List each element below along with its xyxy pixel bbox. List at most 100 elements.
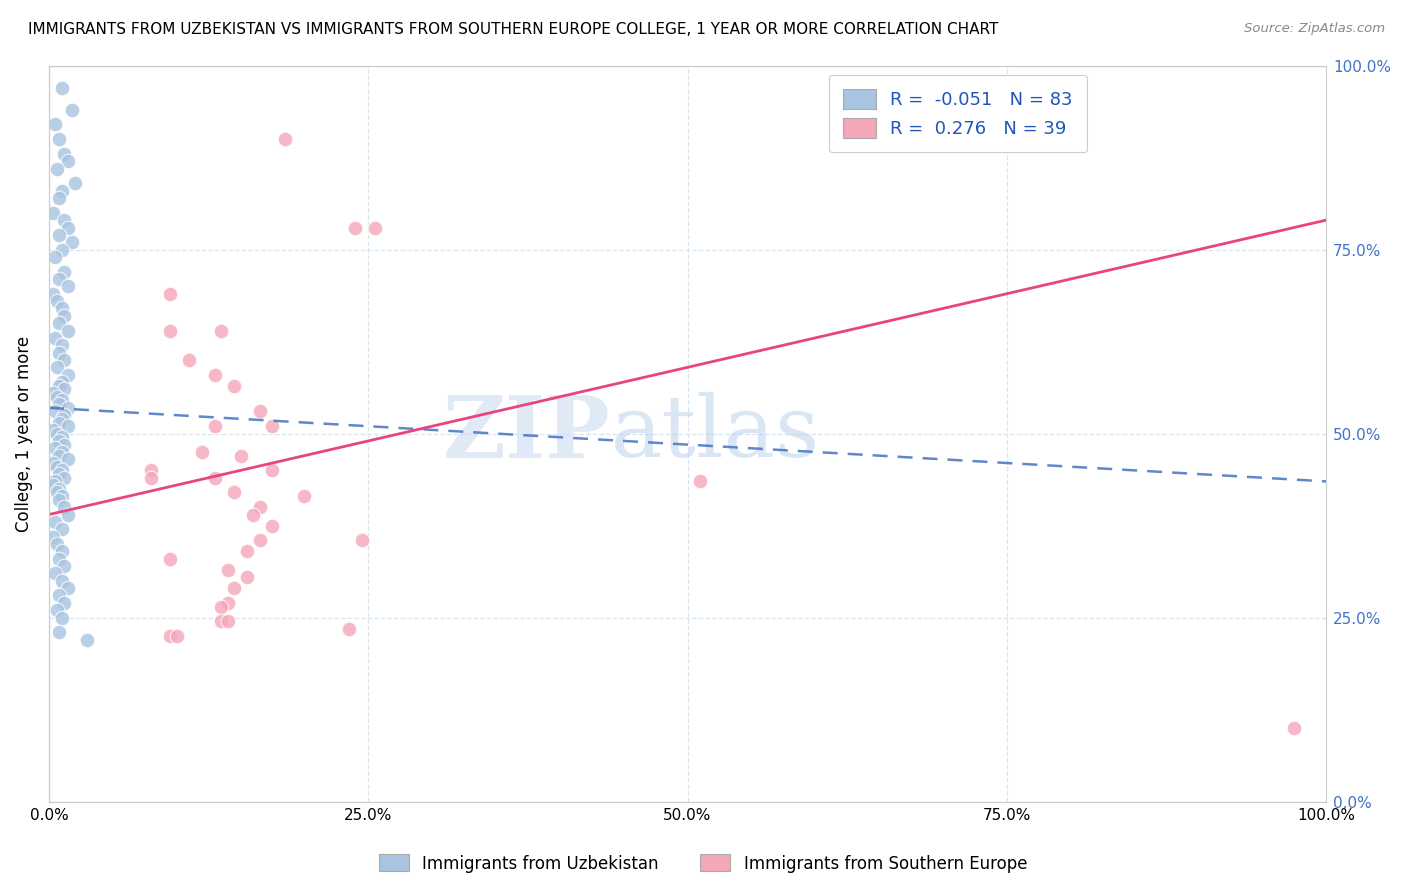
Point xyxy=(51,489,73,503)
Point xyxy=(224,485,246,500)
Point xyxy=(60,235,83,250)
Text: IMMIGRANTS FROM UZBEKISTAN VS IMMIGRANTS FROM SOUTHERN EUROPE COLLEGE, 1 YEAR OR: IMMIGRANTS FROM UZBEKISTAN VS IMMIGRANTS… xyxy=(28,22,998,37)
Point xyxy=(159,324,181,338)
Y-axis label: College, 1 year or more: College, 1 year or more xyxy=(15,335,32,532)
Point xyxy=(224,581,246,595)
Point xyxy=(51,184,73,198)
Point xyxy=(262,419,284,434)
Point xyxy=(48,397,70,411)
Point xyxy=(159,629,181,643)
Point xyxy=(274,132,297,146)
Legend: R =  -0.051   N = 83, R =  0.276   N = 39: R = -0.051 N = 83, R = 0.276 N = 39 xyxy=(828,75,1087,153)
Point xyxy=(292,489,315,503)
Point xyxy=(204,368,226,382)
Point xyxy=(51,574,73,588)
Point xyxy=(45,485,67,500)
Point xyxy=(48,551,70,566)
Point xyxy=(262,518,284,533)
Point xyxy=(53,353,76,368)
Point xyxy=(51,80,73,95)
Point xyxy=(48,467,70,481)
Point xyxy=(53,500,76,515)
Point xyxy=(42,386,65,401)
Point xyxy=(42,478,65,492)
Point xyxy=(45,603,67,617)
Point xyxy=(44,404,66,418)
Point xyxy=(337,622,360,636)
Point xyxy=(139,463,162,477)
Point xyxy=(53,437,76,451)
Point xyxy=(204,419,226,434)
Point xyxy=(51,463,73,477)
Point xyxy=(56,368,79,382)
Point xyxy=(42,423,65,437)
Text: atlas: atlas xyxy=(610,392,820,475)
Point xyxy=(159,286,181,301)
Point xyxy=(48,434,70,448)
Point xyxy=(56,419,79,434)
Point xyxy=(63,177,86,191)
Point xyxy=(51,430,73,444)
Point xyxy=(53,265,76,279)
Point xyxy=(217,596,239,610)
Point xyxy=(53,408,76,422)
Point xyxy=(51,445,73,459)
Point xyxy=(229,449,252,463)
Point xyxy=(56,401,79,415)
Point xyxy=(53,213,76,227)
Point xyxy=(45,390,67,404)
Point xyxy=(48,482,70,496)
Point xyxy=(56,581,79,595)
Text: ZIP: ZIP xyxy=(443,392,610,475)
Point xyxy=(76,632,98,647)
Point xyxy=(56,508,79,522)
Point xyxy=(48,625,70,640)
Point xyxy=(44,442,66,456)
Text: Source: ZipAtlas.com: Source: ZipAtlas.com xyxy=(1244,22,1385,36)
Point xyxy=(159,551,181,566)
Point xyxy=(1282,721,1305,735)
Point xyxy=(56,154,79,169)
Point xyxy=(344,220,367,235)
Point xyxy=(45,426,67,441)
Point xyxy=(45,294,67,309)
Point xyxy=(44,250,66,264)
Point xyxy=(51,522,73,536)
Point xyxy=(45,161,67,176)
Point xyxy=(48,132,70,146)
Point xyxy=(51,243,73,257)
Point xyxy=(44,331,66,345)
Point xyxy=(166,629,188,643)
Point xyxy=(217,614,239,628)
Point xyxy=(139,471,162,485)
Point xyxy=(689,475,711,489)
Point xyxy=(217,563,239,577)
Point xyxy=(48,272,70,286)
Point xyxy=(42,530,65,544)
Point xyxy=(56,324,79,338)
Point xyxy=(53,559,76,574)
Point xyxy=(56,279,79,293)
Point xyxy=(249,404,271,418)
Point xyxy=(53,383,76,397)
Point xyxy=(56,452,79,467)
Point xyxy=(48,191,70,205)
Point xyxy=(236,570,259,584)
Point xyxy=(44,566,66,581)
Point xyxy=(56,220,79,235)
Point xyxy=(224,378,246,392)
Point xyxy=(51,393,73,408)
Point xyxy=(249,533,271,548)
Point xyxy=(42,456,65,470)
Point xyxy=(42,286,65,301)
Point xyxy=(48,449,70,463)
Point xyxy=(242,508,264,522)
Point xyxy=(51,301,73,316)
Point xyxy=(363,220,385,235)
Point xyxy=(48,492,70,507)
Point xyxy=(48,227,70,242)
Point xyxy=(48,416,70,430)
Point xyxy=(236,544,259,558)
Point xyxy=(209,324,232,338)
Point xyxy=(51,375,73,389)
